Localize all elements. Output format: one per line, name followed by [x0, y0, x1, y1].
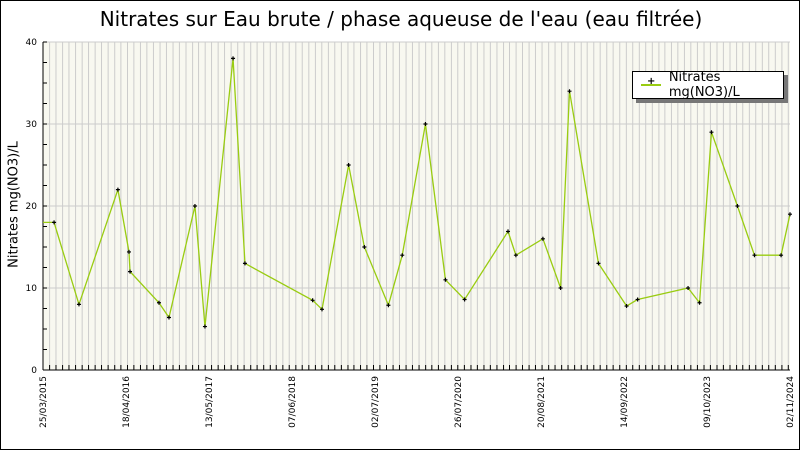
- y-tick-label: 20: [26, 202, 38, 212]
- data-point: [635, 297, 640, 302]
- series-line: [43, 58, 791, 327]
- data-point: [624, 304, 629, 309]
- chart-title: Nitrates sur Eau brute / phase aqueuse d…: [99, 7, 703, 31]
- legend-swatch-icon: [641, 76, 661, 87]
- data-point: [558, 286, 563, 290]
- data-point: [362, 245, 367, 249]
- data-point: [346, 163, 351, 167]
- data-point: [540, 236, 545, 241]
- data-point: [596, 261, 601, 266]
- data-point: [788, 212, 792, 217]
- data-point: [242, 261, 247, 266]
- data-point: [697, 300, 702, 305]
- data-point: [506, 229, 511, 234]
- x-tick-label: 20/08/2021: [537, 376, 547, 428]
- x-tick-label: 14/09/2022: [620, 376, 630, 428]
- data-point: [462, 297, 467, 302]
- data-point: [320, 307, 325, 312]
- y-tick-label: 10: [26, 284, 38, 294]
- data-point: [115, 187, 120, 192]
- data-point: [752, 253, 757, 258]
- data-point: [779, 253, 784, 258]
- x-tick-label: 18/04/2016: [122, 376, 132, 428]
- x-tick-label: 07/06/2018: [288, 376, 298, 428]
- y-tick-label: 40: [26, 38, 38, 48]
- y-tick-label: 0: [31, 366, 37, 376]
- data-point: [166, 315, 171, 320]
- data-point: [735, 204, 740, 208]
- data-point: [192, 204, 197, 208]
- data-point: [423, 122, 428, 126]
- x-tick-label: 09/10/2023: [703, 376, 713, 428]
- x-tick-label: 02/07/2019: [371, 376, 381, 428]
- data-point: [386, 303, 391, 308]
- x-tick-label: 25/03/2015: [39, 376, 49, 428]
- x-tick-label: 13/05/2017: [205, 376, 215, 428]
- y-tick-label: 30: [26, 120, 38, 130]
- data-point: [686, 286, 691, 290]
- data-point: [400, 253, 405, 258]
- data-point: [567, 89, 572, 94]
- legend-label: Nitrates mg(NO3)/L: [668, 70, 740, 100]
- data-point: [128, 269, 133, 274]
- data-point: [513, 253, 518, 258]
- data-point: [443, 277, 448, 282]
- data-point: [231, 56, 236, 61]
- data-point: [709, 130, 714, 135]
- data-point: [76, 302, 81, 307]
- data-point: [126, 249, 131, 254]
- data-point: [310, 298, 315, 303]
- x-tick-label: 02/11/2024: [786, 376, 796, 428]
- data-point: [156, 300, 161, 305]
- x-tick-label: 26/07/2020: [454, 376, 464, 428]
- data-point: [52, 220, 57, 225]
- legend: Nitrates mg(NO3)/L: [632, 70, 784, 100]
- data-point: [202, 324, 207, 329]
